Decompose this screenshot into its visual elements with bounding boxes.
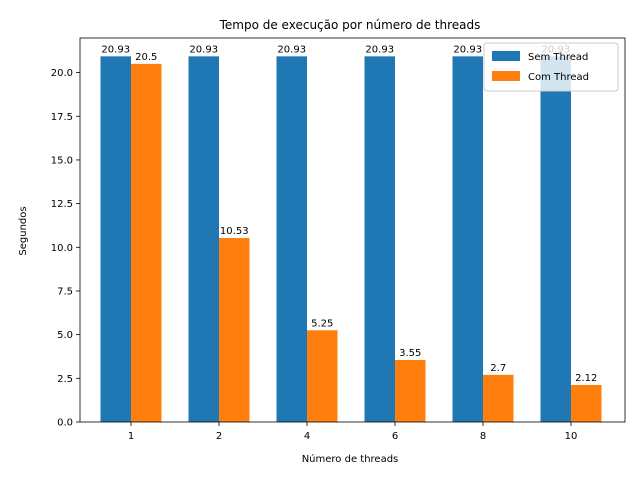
bar-sem-thread-4 <box>276 56 307 423</box>
y-tick-label-20.0: 20.0 <box>51 68 73 79</box>
data-label-sem-thread-8: 20.93 <box>453 44 482 55</box>
data-label-com-thread-8: 2.7 <box>490 363 506 374</box>
bar-com-thread-1 <box>131 63 162 422</box>
legend-label-com-thread: Com Thread <box>528 72 589 83</box>
x-tick-label-6: 6 <box>392 431 398 442</box>
bar-sem-thread-1 <box>100 56 131 423</box>
bar-sem-thread-10 <box>540 56 571 423</box>
axes-frame <box>79 37 626 423</box>
data-label-sem-thread-1: 20.93 <box>101 44 130 55</box>
data-label-com-thread-6: 3.55 <box>399 348 421 359</box>
y-tick-label-12.5: 12.5 <box>51 199 73 210</box>
bar-sem-thread-2 <box>188 56 219 423</box>
y-tick-label-2.5: 2.5 <box>57 374 73 385</box>
legend-box <box>483 42 619 92</box>
x-tick-label-2: 2 <box>216 431 222 442</box>
chart-title: Tempo de execução por número de threads <box>219 18 481 32</box>
data-label-sem-thread-2: 20.93 <box>189 44 218 55</box>
y-tick-label-0.0: 0.0 <box>57 418 73 429</box>
bar-com-thread-10 <box>571 384 602 422</box>
data-label-com-thread-2: 10.53 <box>220 226 249 237</box>
y-tick-label-5.0: 5.0 <box>57 330 73 341</box>
data-label-sem-thread-6: 20.93 <box>365 44 394 55</box>
y-axis-label: Segundos <box>18 206 29 255</box>
bar-com-thread-6 <box>395 359 426 422</box>
x-tick-label-8: 8 <box>480 431 486 442</box>
legend-label-sem-thread: Sem Thread <box>528 52 588 63</box>
data-label-com-thread-1: 20.5 <box>135 52 157 63</box>
x-tick-label-10: 10 <box>565 431 578 442</box>
x-axis-label: Número de threads <box>302 453 399 465</box>
legend-swatch-sem-thread <box>492 51 520 61</box>
x-tick-label-4: 4 <box>304 431 310 442</box>
y-tick-label-17.5: 17.5 <box>51 112 73 123</box>
legend: Sem Thread Com Thread <box>483 42 619 92</box>
data-label-com-thread-10: 2.12 <box>575 373 597 384</box>
data-label-sem-thread-4: 20.93 <box>277 44 306 55</box>
data-label-com-thread-4: 5.25 <box>311 318 333 329</box>
legend-swatch-com-thread <box>492 71 520 81</box>
bar-com-thread-4 <box>307 330 338 422</box>
y-tick-label-10.0: 10.0 <box>51 243 73 254</box>
y-tick-label-15.0: 15.0 <box>51 155 73 166</box>
bar-com-thread-2 <box>219 238 250 422</box>
x-tick-label-1: 1 <box>128 431 134 442</box>
bar-sem-thread-6 <box>364 56 395 423</box>
bar-com-thread-8 <box>483 374 514 422</box>
bar-sem-thread-8 <box>452 56 483 423</box>
plot-area: 20.93 20.5 1 20.93 10.53 2 20.93 5.25 4 20.93 3.55… <box>51 37 626 442</box>
y-tick-label-7.5: 7.5 <box>57 286 73 297</box>
